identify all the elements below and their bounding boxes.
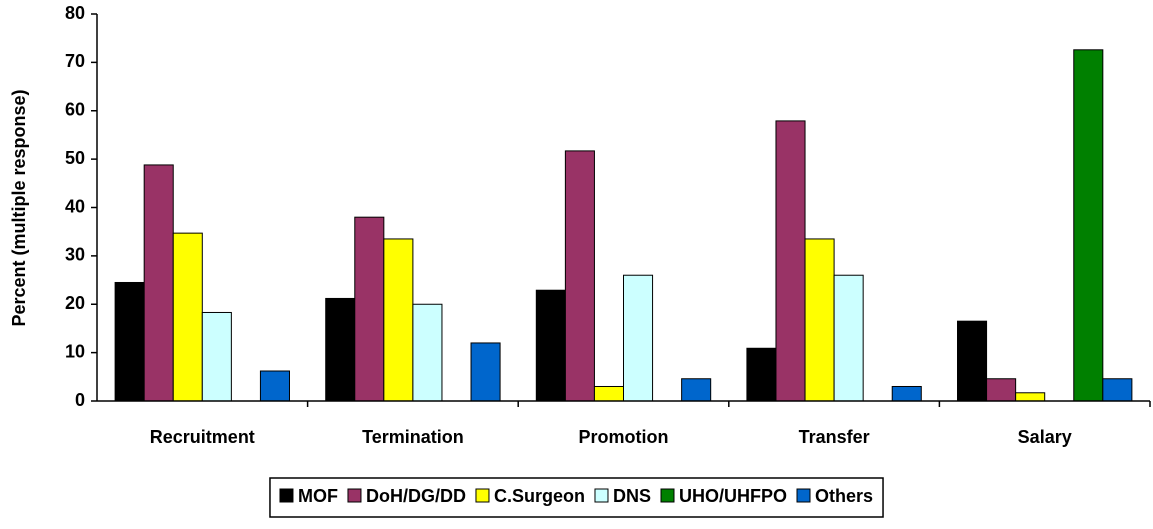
bar (354, 216, 385, 402)
y-axis-label: Percent (multiple response) (9, 89, 29, 326)
bar (143, 164, 174, 402)
y-tick-label: 0 (75, 390, 85, 410)
legend-swatch (660, 488, 675, 503)
x-tick-label: Transfer (799, 427, 870, 447)
bar (325, 297, 356, 402)
bar (957, 320, 988, 402)
bar (681, 378, 712, 402)
bar (412, 303, 443, 402)
legend-label: DNS (613, 486, 651, 506)
bar (1102, 378, 1133, 402)
bar (1015, 392, 1046, 402)
legend-label: MOF (298, 486, 338, 506)
x-tick-label: Salary (1018, 427, 1072, 447)
bar (383, 238, 414, 402)
bar (114, 281, 145, 402)
y-tick-label: 10 (65, 341, 85, 361)
legend-swatch (796, 488, 811, 503)
legend-box (269, 477, 884, 518)
legend-swatch (475, 488, 490, 503)
y-tick-label: 70 (65, 51, 85, 71)
y-tick-label: 30 (65, 245, 85, 265)
bar (891, 385, 922, 402)
bar (470, 342, 501, 402)
legend-label: Others (815, 486, 873, 506)
bar (623, 274, 654, 402)
bar (1073, 49, 1104, 402)
x-tick-label: Recruitment (150, 427, 255, 447)
y-tick-label: 40 (65, 196, 85, 216)
bar (986, 378, 1017, 402)
bar (172, 232, 203, 402)
bar (201, 311, 232, 402)
y-tick-label: 20 (65, 293, 85, 313)
legend-swatch (594, 488, 609, 503)
bar (775, 120, 806, 402)
x-tick-label: Termination (362, 427, 464, 447)
bar (593, 385, 624, 402)
legend-swatch (347, 488, 362, 503)
bar (535, 289, 566, 402)
y-tick-label: 60 (65, 100, 85, 120)
y-tick-label: 50 (65, 148, 85, 168)
bar (564, 150, 595, 402)
bar (259, 370, 290, 402)
legend-label: DoH/DG/DD (366, 486, 466, 506)
legend-swatch (279, 488, 294, 503)
bar (833, 274, 864, 402)
x-tick-label: Promotion (579, 427, 669, 447)
legend-label: UHO/UHFPO (679, 486, 787, 506)
bar (746, 347, 777, 402)
bar (804, 238, 835, 402)
legend-label: C.Surgeon (494, 486, 585, 506)
y-tick-label: 80 (65, 3, 85, 23)
